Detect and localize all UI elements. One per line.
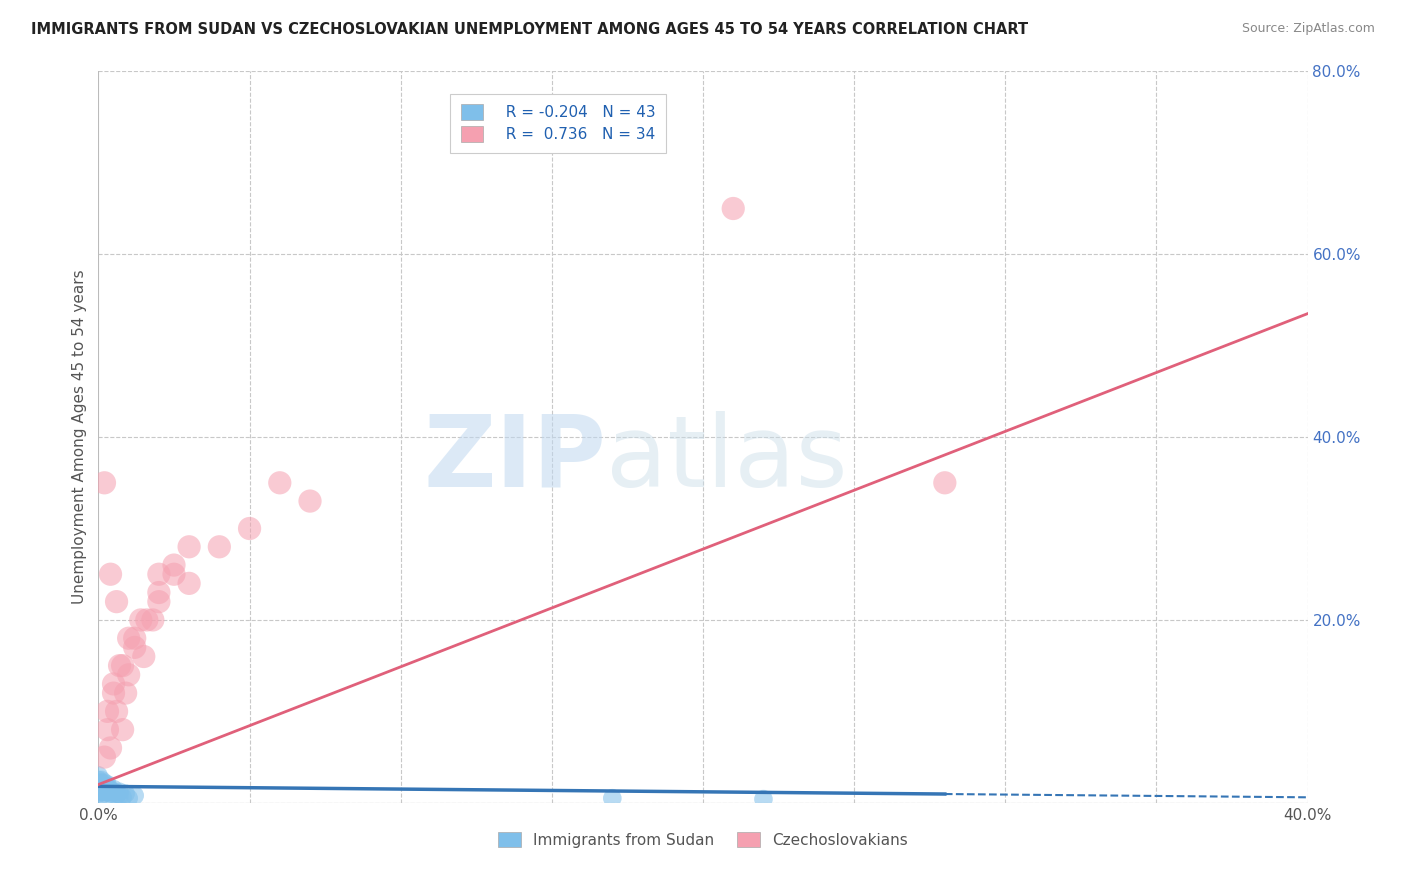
- Point: [103, 782, 125, 797]
- Point: [96, 782, 118, 797]
- Point: [100, 567, 122, 582]
- Point: [87, 775, 110, 789]
- Point: [142, 613, 165, 627]
- Point: [148, 585, 170, 599]
- Point: [93, 785, 115, 799]
- Point: [105, 705, 128, 719]
- Point: [93, 781, 115, 796]
- Point: [100, 783, 122, 797]
- Point: [105, 594, 128, 608]
- Point: [96, 723, 118, 737]
- Point: [114, 686, 136, 700]
- Point: [179, 540, 201, 554]
- Point: [111, 658, 134, 673]
- Point: [90, 789, 112, 803]
- Point: [163, 567, 186, 582]
- Point: [96, 705, 118, 719]
- Point: [96, 778, 118, 792]
- Point: [124, 632, 146, 646]
- Point: [103, 686, 125, 700]
- Point: [90, 772, 112, 787]
- Text: Source: ZipAtlas.com: Source: ZipAtlas.com: [1241, 22, 1375, 36]
- Point: [93, 783, 115, 797]
- Point: [148, 594, 170, 608]
- Point: [105, 789, 128, 803]
- Point: [118, 632, 141, 646]
- Point: [93, 782, 115, 797]
- Point: [105, 787, 128, 801]
- Point: [93, 775, 115, 789]
- Text: atlas: atlas: [606, 410, 848, 508]
- Point: [129, 613, 152, 627]
- Point: [96, 785, 118, 799]
- Point: [752, 792, 775, 806]
- Point: [96, 781, 118, 796]
- Y-axis label: Unemployment Among Ages 45 to 54 years: Unemployment Among Ages 45 to 54 years: [72, 269, 87, 605]
- Point: [108, 785, 131, 799]
- Point: [90, 778, 112, 792]
- Point: [111, 790, 134, 805]
- Point: [135, 613, 157, 627]
- Point: [108, 658, 131, 673]
- Point: [90, 784, 112, 798]
- Point: [100, 787, 122, 801]
- Point: [100, 787, 122, 801]
- Point: [96, 780, 118, 794]
- Point: [103, 677, 125, 691]
- Point: [90, 775, 112, 789]
- Point: [90, 778, 112, 792]
- Point: [723, 202, 745, 216]
- Point: [269, 475, 291, 490]
- Point: [124, 640, 146, 655]
- Point: [179, 576, 201, 591]
- Point: [90, 778, 112, 792]
- Point: [118, 791, 141, 805]
- Point: [108, 789, 131, 803]
- Point: [100, 740, 122, 755]
- Point: [96, 782, 118, 797]
- Point: [87, 772, 110, 787]
- Point: [87, 782, 110, 797]
- Point: [87, 780, 110, 794]
- Point: [148, 567, 170, 582]
- Point: [602, 791, 624, 805]
- Point: [111, 723, 134, 737]
- Point: [239, 521, 262, 535]
- Point: [124, 789, 146, 803]
- Point: [93, 780, 115, 794]
- Point: [163, 558, 186, 573]
- Point: [103, 785, 125, 799]
- Point: [934, 475, 956, 490]
- Text: ZIP: ZIP: [423, 410, 606, 508]
- Point: [299, 494, 322, 508]
- Point: [87, 787, 110, 801]
- Point: [114, 787, 136, 801]
- Point: [132, 649, 155, 664]
- Point: [90, 785, 112, 799]
- Point: [118, 667, 141, 681]
- Legend:   R = -0.204   N = 43,   R =  0.736   N = 34: R = -0.204 N = 43, R = 0.736 N = 34: [450, 94, 666, 153]
- Point: [90, 780, 112, 794]
- Point: [93, 787, 115, 801]
- Point: [93, 750, 115, 764]
- Point: [208, 540, 231, 554]
- Text: IMMIGRANTS FROM SUDAN VS CZECHOSLOVAKIAN UNEMPLOYMENT AMONG AGES 45 TO 54 YEARS : IMMIGRANTS FROM SUDAN VS CZECHOSLOVAKIAN…: [31, 22, 1028, 37]
- Point: [87, 768, 110, 782]
- Point: [93, 475, 115, 490]
